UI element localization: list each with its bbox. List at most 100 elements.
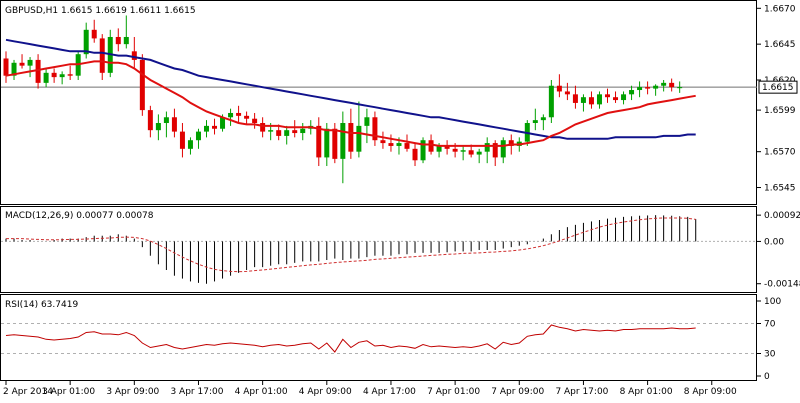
candle-bear: [99, 38, 105, 73]
rsi-y-tick-label: 0: [764, 372, 770, 382]
candle-bear: [388, 143, 394, 146]
x-tick-label: 7 Apr 01:00: [427, 387, 480, 397]
x-tick-label: 8 Apr 09:00: [684, 387, 737, 397]
candle-bear: [260, 123, 266, 132]
candle-bull: [629, 90, 635, 95]
candle-bull: [300, 128, 306, 134]
main-panel-frame: [0, 0, 757, 205]
price-y-tick-label: 1.6570: [764, 148, 796, 158]
x-tick-label: 4 Apr 01:00: [235, 387, 288, 397]
candle-bull: [187, 140, 193, 149]
candle-bull: [220, 117, 226, 129]
candle-bear: [428, 140, 434, 152]
x-tick-label: 7 Apr 09:00: [491, 387, 544, 397]
price-panel: [1, 15, 757, 184]
candle-bear: [139, 59, 145, 111]
candle-bull: [436, 145, 442, 152]
rsi-y-tick-label: 30: [764, 350, 776, 360]
candle-bear: [508, 140, 514, 146]
candle-bull: [484, 143, 490, 152]
x-tick-label: 4 Apr 09:00: [299, 387, 352, 397]
price-y-tick-label: 1.6670: [764, 4, 796, 14]
candle-bull: [356, 125, 362, 152]
candle-bear: [244, 115, 250, 119]
rsi-line: [5, 324, 696, 353]
candle-bear: [348, 123, 354, 152]
candle-bear: [332, 128, 338, 159]
candle-bull: [268, 130, 274, 132]
candle-bull: [396, 143, 402, 146]
candle-bear: [115, 36, 121, 45]
rsi-panel-frame: [0, 294, 757, 381]
candle-bear: [669, 82, 675, 88]
x-tick-label: 3 Apr 17:00: [170, 387, 223, 397]
current-price-label: 1.6615: [762, 83, 794, 93]
rsi-panel: [1, 323, 757, 354]
macd-panel: [1, 215, 757, 284]
candle-bull: [27, 59, 33, 66]
candle-bear: [492, 143, 498, 158]
candle-bull: [204, 125, 209, 132]
candle-bull: [540, 117, 546, 121]
x-tick-label: 8 Apr 01:00: [620, 387, 673, 397]
candle-bull: [621, 94, 627, 101]
candle-bull: [43, 72, 49, 83]
macd-y-tick-label: 0.00: [764, 237, 784, 247]
macd-y-tick-label: -0.00148: [764, 280, 800, 290]
candle-bear: [67, 74, 73, 76]
candle-bear: [412, 148, 418, 161]
candle-bear: [613, 97, 619, 101]
candle-bull: [228, 112, 234, 118]
candle-bull: [532, 120, 538, 124]
candle-bear: [212, 125, 218, 129]
candle-bear: [171, 117, 177, 132]
x-tick-label: 4 Apr 17:00: [363, 387, 416, 397]
candle-bull: [476, 151, 482, 155]
candle-bear: [404, 143, 410, 149]
x-tick-label: 3 Apr 09:00: [106, 387, 159, 397]
candle-bull: [653, 85, 659, 89]
ma-slow-line: [5, 38, 696, 140]
candle-bear: [252, 118, 258, 124]
candle-bear: [588, 97, 594, 105]
candle-bear: [316, 125, 322, 158]
candle-bull: [500, 140, 506, 158]
candle-bear: [35, 59, 41, 83]
candle-bull: [163, 117, 169, 124]
candle-bear: [605, 94, 610, 98]
candle-bull: [195, 131, 201, 141]
candle-bear: [179, 131, 185, 149]
macd-signal-line: [6, 217, 696, 273]
candle-bear: [51, 72, 57, 78]
candle-bull: [460, 150, 466, 152]
candle-bear: [91, 29, 97, 39]
candle-bear: [468, 150, 474, 155]
candle-bull: [11, 62, 17, 76]
candle-bull: [340, 123, 346, 159]
candle-bear: [147, 110, 153, 131]
x-tick-label: 3 Apr 01:00: [42, 387, 95, 397]
candle-bull: [83, 29, 89, 55]
price-y-tick-label: 1.6545: [764, 184, 796, 194]
candle-bull: [59, 74, 65, 78]
candle-bull: [364, 117, 370, 126]
ma-fast-line: [5, 60, 696, 147]
candle-bull: [284, 130, 290, 136]
rsi-y-tick-label: 100: [764, 297, 781, 307]
current-price-box: [758, 80, 798, 94]
rsi-y-tick-label: 70: [764, 320, 776, 330]
candle-bull: [420, 140, 426, 161]
candle-bear: [19, 62, 25, 66]
candle-bull: [123, 36, 129, 45]
candle-bear: [3, 58, 9, 76]
candle-bear: [556, 85, 562, 92]
candle-bear: [276, 130, 282, 136]
macd-panel-title: MACD(12,26,9) 0.00077 0.00078: [5, 211, 154, 221]
candle-bear: [645, 87, 651, 89]
rsi-panel-title: RSI(14) 63.7419: [5, 300, 78, 310]
candle-bull: [580, 97, 586, 103]
candle-bull: [155, 123, 161, 131]
price-y-tick-label: 1.6599: [764, 106, 796, 116]
